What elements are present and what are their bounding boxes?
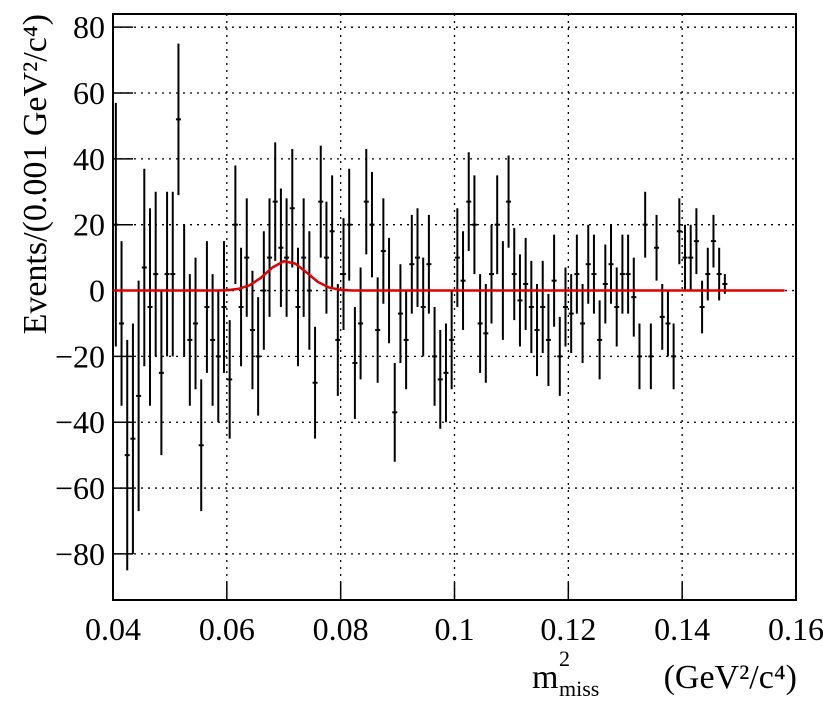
fit-curve xyxy=(113,259,785,292)
x-axis-title-unit: (GeV²/c⁴) xyxy=(664,659,797,696)
y-tick-label: 0 xyxy=(89,273,105,309)
y-tick-label: 40 xyxy=(73,141,105,177)
y-tick-label: −40 xyxy=(55,404,105,440)
y-tick-label: 80 xyxy=(73,9,105,45)
x-tick-label: 0.1 xyxy=(435,611,475,647)
x-axis-title-sup: 2 xyxy=(559,646,570,671)
x-axis-title: m xyxy=(532,659,558,696)
y-axis-title: Events/(0.001 GeV²/c⁴) xyxy=(17,14,54,334)
y-tick-label: −60 xyxy=(55,470,105,506)
x-tick-label: 0.16 xyxy=(768,611,823,647)
x-tick-label: 0.04 xyxy=(85,611,141,647)
x-tick-label: 0.12 xyxy=(540,611,596,647)
y-tick-label: −80 xyxy=(55,536,105,572)
y-tick-label: −20 xyxy=(55,338,105,374)
y-tick-label: 60 xyxy=(73,75,105,111)
x-axis-title-sub: miss xyxy=(559,676,599,701)
x-tick-label: 0.08 xyxy=(313,611,369,647)
y-tick-label: 20 xyxy=(73,207,105,243)
x-tick-label: 0.06 xyxy=(199,611,255,647)
x-tick-label: 0.14 xyxy=(654,611,710,647)
